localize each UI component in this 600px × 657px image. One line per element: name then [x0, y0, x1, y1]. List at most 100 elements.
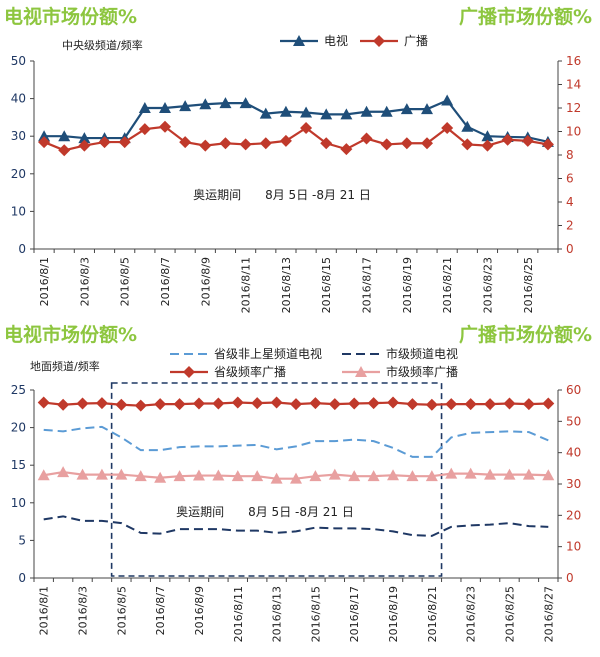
data-point — [78, 132, 91, 144]
data-point — [464, 467, 477, 479]
y-left-tick-label: 30 — [11, 129, 26, 143]
data-point — [78, 139, 91, 152]
y-right-tick-label: 16 — [566, 54, 581, 68]
radio-share-heading-bottom: 广播市场份额% — [458, 324, 592, 346]
data-point — [159, 102, 171, 113]
data-point — [270, 396, 283, 409]
data-point — [58, 130, 71, 142]
chart2-subtitle: 地面频道/频率 — [30, 360, 100, 373]
data-point — [138, 102, 151, 113]
data-point — [76, 468, 89, 480]
series-line — [43, 425, 549, 458]
data-point — [464, 398, 477, 411]
data-point — [300, 121, 313, 134]
legend-label: 省级非上星频道电视 — [214, 346, 322, 361]
data-point — [95, 468, 108, 480]
data-point — [400, 137, 413, 150]
data-point — [367, 470, 380, 482]
x-tick-label: 2016/8/1 — [38, 586, 51, 635]
x-tick-label: 2016/8/7 — [154, 586, 167, 635]
y-right-tick-label: 20 — [566, 508, 581, 522]
data-point — [76, 397, 89, 410]
y-right-tick-label: 12 — [566, 101, 581, 115]
data-point — [320, 137, 333, 150]
legend-marker — [293, 35, 305, 46]
data-point — [98, 136, 111, 149]
data-point — [400, 103, 413, 115]
data-point — [360, 105, 373, 117]
y-left-tick-label: 10 — [11, 496, 26, 510]
data-point — [134, 470, 147, 482]
data-point — [484, 398, 497, 411]
y-left-tick-label: 5 — [18, 533, 26, 547]
data-point — [367, 397, 380, 410]
data-point — [461, 120, 474, 132]
y-left-tick-label: 15 — [11, 458, 26, 472]
y-right-tick-label: 0 — [566, 242, 574, 256]
data-point — [461, 138, 474, 151]
y-left-tick-label: 20 — [11, 167, 26, 181]
data-point — [421, 137, 433, 150]
data-point — [115, 468, 128, 480]
y-right-tick-label: 14 — [566, 78, 581, 92]
y-left-tick-label: 25 — [11, 383, 26, 397]
x-tick-label: 2016/8/1 — [38, 257, 51, 306]
x-tick-label: 2016/8/3 — [78, 257, 91, 306]
data-point — [501, 133, 514, 146]
data-point — [503, 468, 516, 480]
data-point — [380, 105, 393, 117]
y-left-tick-label: 50 — [11, 54, 26, 68]
y-left-tick-label: 0 — [18, 571, 26, 585]
y-right-tick-label: 50 — [566, 414, 581, 428]
data-point — [522, 398, 535, 411]
data-point — [115, 398, 128, 411]
data-point — [328, 398, 341, 411]
data-point — [251, 397, 264, 410]
legend-label: 市级频道电视 — [386, 346, 458, 361]
data-point — [309, 470, 322, 482]
data-point — [57, 466, 70, 478]
legend-marker — [373, 35, 385, 47]
data-point — [219, 137, 232, 150]
data-point — [484, 468, 497, 480]
data-point — [406, 470, 419, 482]
data-point — [259, 137, 272, 150]
x-tick-label: 2016/8/21 — [441, 257, 454, 313]
data-point — [259, 107, 272, 119]
data-point — [340, 108, 353, 120]
y-right-tick-label: 30 — [566, 477, 581, 491]
x-tick-label: 2016/8/23 — [465, 586, 478, 642]
data-point — [212, 469, 225, 481]
x-tick-label: 2016/8/11 — [240, 257, 253, 313]
data-point — [320, 108, 333, 120]
series-line — [43, 515, 549, 537]
x-tick-label: 2016/8/9 — [193, 586, 206, 635]
data-point — [38, 136, 51, 149]
data-point — [159, 120, 171, 133]
data-point — [219, 97, 232, 109]
y-right-tick-label: 10 — [566, 540, 581, 554]
data-point — [541, 138, 554, 151]
x-tick-label: 2016/8/13 — [280, 257, 293, 313]
y-left-tick-label: 0 — [18, 242, 26, 256]
data-point — [328, 468, 341, 480]
y-right-tick-label: 6 — [566, 172, 574, 186]
x-tick-label: 2016/8/11 — [232, 586, 245, 642]
legend-marker — [183, 366, 195, 378]
data-point — [179, 136, 192, 149]
x-tick-label: 2016/8/25 — [522, 257, 535, 313]
x-tick-label: 2016/8/27 — [542, 586, 555, 642]
data-point — [38, 130, 51, 142]
data-point — [58, 144, 71, 157]
x-tick-label: 2016/8/23 — [481, 257, 494, 313]
data-point — [445, 467, 458, 479]
data-point — [421, 103, 433, 115]
data-point — [406, 398, 419, 411]
olympics-annotation: 奥运期间 8月 5日 -8月 21 日 — [193, 188, 371, 202]
national-channel-chart: 0 10 20 30 40 50 0 2 4 6 8 10 12 14 16 2016/8/1 2016/8/3… — [11, 33, 582, 313]
data-point — [239, 138, 252, 151]
x-tick-label: 2016/8/3 — [77, 586, 90, 635]
data-point — [95, 397, 108, 410]
x-tick-label: 2016/8/5 — [119, 257, 132, 306]
